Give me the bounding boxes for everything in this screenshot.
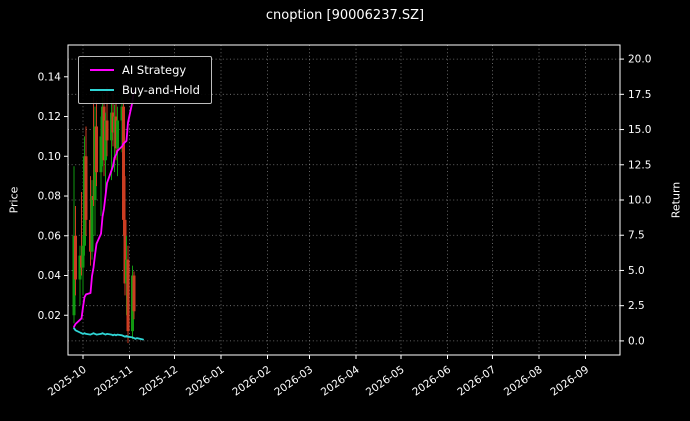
svg-text:0.08: 0.08 [38,191,61,203]
svg-text:0.04: 0.04 [38,270,62,282]
right-axis-title: Return [669,181,683,219]
svg-text:2026-03: 2026-03 [272,364,315,399]
legend-item-buy-and-hold: Buy-and-Hold [90,83,200,97]
legend-label-ai-strategy: AI Strategy [122,63,187,77]
svg-text:0.06: 0.06 [38,230,62,242]
svg-text:0.0: 0.0 [628,335,645,347]
svg-text:2.5: 2.5 [628,300,645,312]
svg-text:2026-02: 2026-02 [230,364,273,399]
grid-lines [68,45,620,355]
svg-text:2026-06: 2026-06 [410,363,453,398]
svg-text:2026-01: 2026-01 [184,364,227,399]
svg-text:2025-11: 2025-11 [92,364,135,399]
svg-text:0.02: 0.02 [38,310,61,322]
svg-text:15.0: 15.0 [628,124,651,136]
x-axis-ticks: 2025-10 2025-11 2025-12 2026-01 2026-02 2026-… [46,355,591,399]
buy-and-hold-line [73,327,144,341]
svg-text:20.0: 20.0 [628,54,651,66]
price-candles [72,86,136,344]
svg-text:0.14: 0.14 [38,71,62,83]
legend: AI Strategy Buy-and-Hold [78,56,212,104]
svg-text:2026-09: 2026-09 [548,364,591,399]
buy-and-hold-line-swatch [90,89,114,91]
svg-text:2026-05: 2026-05 [364,364,407,399]
svg-text:7.5: 7.5 [628,230,645,242]
chart-title: cnoption [90006237.SZ] [265,8,425,23]
ai-strategy-line [73,89,135,328]
legend-label-buy-and-hold: Buy-and-Hold [122,83,200,97]
left-axis-title: Price [7,186,21,214]
svg-text:17.5: 17.5 [628,89,651,101]
svg-text:2025-10: 2025-10 [46,364,89,399]
svg-text:2026-07: 2026-07 [455,364,498,399]
ai-strategy-line-swatch [90,69,114,71]
svg-text:12.5: 12.5 [628,159,651,171]
svg-text:0.10: 0.10 [38,151,61,163]
svg-text:0.12: 0.12 [38,111,61,123]
svg-text:2026-04: 2026-04 [319,363,362,398]
svg-text:10.0: 10.0 [628,195,651,207]
left-axis-ticks: 0.02 0.04 0.06 0.08 0.10 0.12 0.14 [38,71,68,322]
right-axis-ticks: 0.0 2.5 5.0 7.5 10.0 12.5 15.0 17.5 20.0 [620,54,651,347]
legend-item-ai-strategy: AI Strategy [90,63,200,77]
svg-text:2025-12: 2025-12 [137,364,180,399]
svg-text:5.0: 5.0 [628,265,645,277]
svg-text:2026-08: 2026-08 [502,364,545,399]
